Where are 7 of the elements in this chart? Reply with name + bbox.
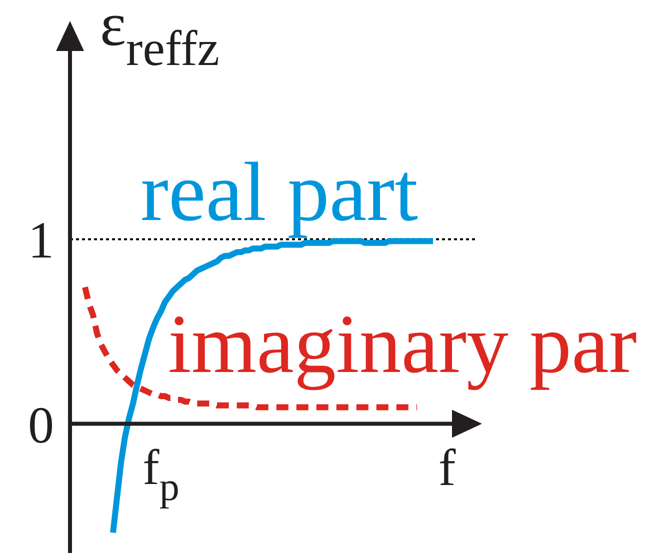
series-label: imaginary par xyxy=(168,298,637,391)
y-tick-label: 0 xyxy=(28,397,54,454)
x-axis-title: f xyxy=(438,440,456,497)
x-tick-label: f$_{p}$ xyxy=(142,438,180,509)
y-tick-label: 1 xyxy=(28,212,54,270)
series-label: real part xyxy=(140,146,418,239)
y-axis-title: ε$_{reffz}$ xyxy=(100,0,220,76)
